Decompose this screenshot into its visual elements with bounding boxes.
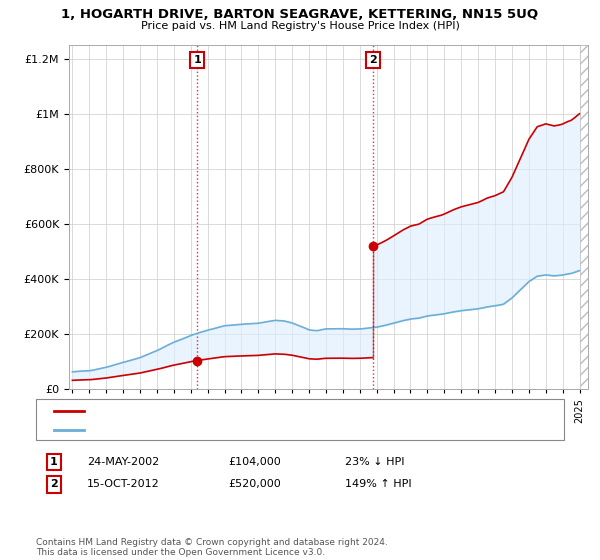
Text: Price paid vs. HM Land Registry's House Price Index (HPI): Price paid vs. HM Land Registry's House …	[140, 21, 460, 31]
Text: 1: 1	[193, 55, 201, 65]
Text: 2: 2	[50, 479, 58, 489]
Text: £104,000: £104,000	[228, 457, 281, 467]
Text: HPI: Average price, detached house, North Northamptonshire: HPI: Average price, detached house, Nort…	[90, 424, 391, 435]
Text: 1, HOGARTH DRIVE, BARTON SEAGRAVE, KETTERING, NN15 5UQ (detached house): 1, HOGARTH DRIVE, BARTON SEAGRAVE, KETTE…	[90, 405, 493, 416]
Text: Contains HM Land Registry data © Crown copyright and database right 2024.
This d: Contains HM Land Registry data © Crown c…	[36, 538, 388, 557]
Text: 1: 1	[50, 457, 58, 467]
Text: 1, HOGARTH DRIVE, BARTON SEAGRAVE, KETTERING, NN15 5UQ: 1, HOGARTH DRIVE, BARTON SEAGRAVE, KETTE…	[61, 8, 539, 21]
Text: 23% ↓ HPI: 23% ↓ HPI	[345, 457, 404, 467]
Text: £520,000: £520,000	[228, 479, 281, 489]
Text: 149% ↑ HPI: 149% ↑ HPI	[345, 479, 412, 489]
Text: 2: 2	[369, 55, 377, 65]
Text: 15-OCT-2012: 15-OCT-2012	[87, 479, 160, 489]
Text: 24-MAY-2002: 24-MAY-2002	[87, 457, 159, 467]
